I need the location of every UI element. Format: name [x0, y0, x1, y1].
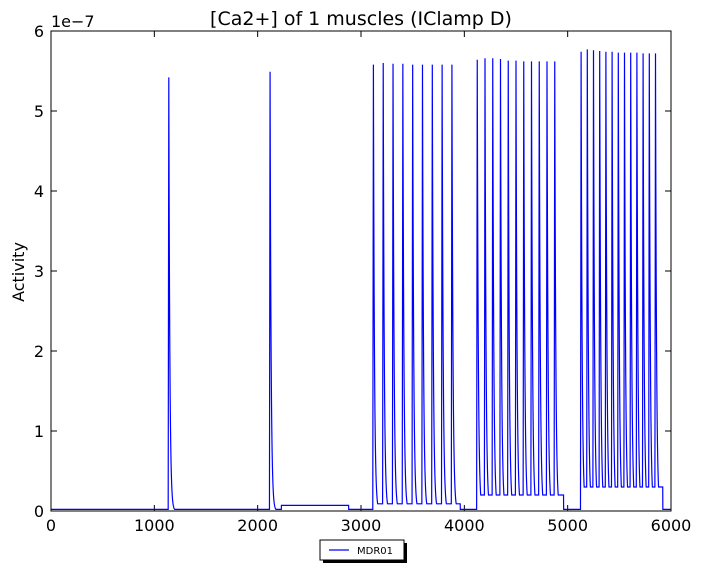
x-tick-label: 5000	[547, 516, 588, 535]
y-tick-label: 0	[34, 502, 44, 521]
y-tick-label: 1	[34, 422, 44, 441]
y-offset-label: 1e−7	[51, 12, 95, 31]
y-tick-label: 2	[34, 342, 44, 361]
y-tick-label: 4	[34, 182, 44, 201]
y-tick-label: 5	[34, 102, 44, 121]
chart-title: [Ca2+] of 1 muscles (IClamp D)	[210, 8, 512, 30]
x-axis-ticks: 0 1000 2000 3000 4000 5000 6000	[46, 31, 691, 535]
y-tick-label: 6	[34, 22, 44, 41]
legend: MDR01	[319, 539, 407, 563]
x-tick-label: 6000	[651, 516, 692, 535]
y-axis-label: Activity	[9, 242, 28, 302]
y-tick-label: 3	[34, 262, 44, 281]
x-tick-label: 1000	[134, 516, 175, 535]
legend-label-MDR01: MDR01	[357, 546, 393, 557]
x-tick-label: 2000	[237, 516, 278, 535]
series-line-MDR01	[51, 49, 671, 510]
plot-frame	[50, 30, 672, 512]
legend-box	[319, 539, 405, 561]
y-axis-ticks: 0 1 2 3 4 5 6	[34, 22, 671, 521]
x-tick-label: 0	[46, 516, 56, 535]
x-tick-label: 4000	[444, 516, 485, 535]
x-tick-label: 3000	[341, 516, 382, 535]
